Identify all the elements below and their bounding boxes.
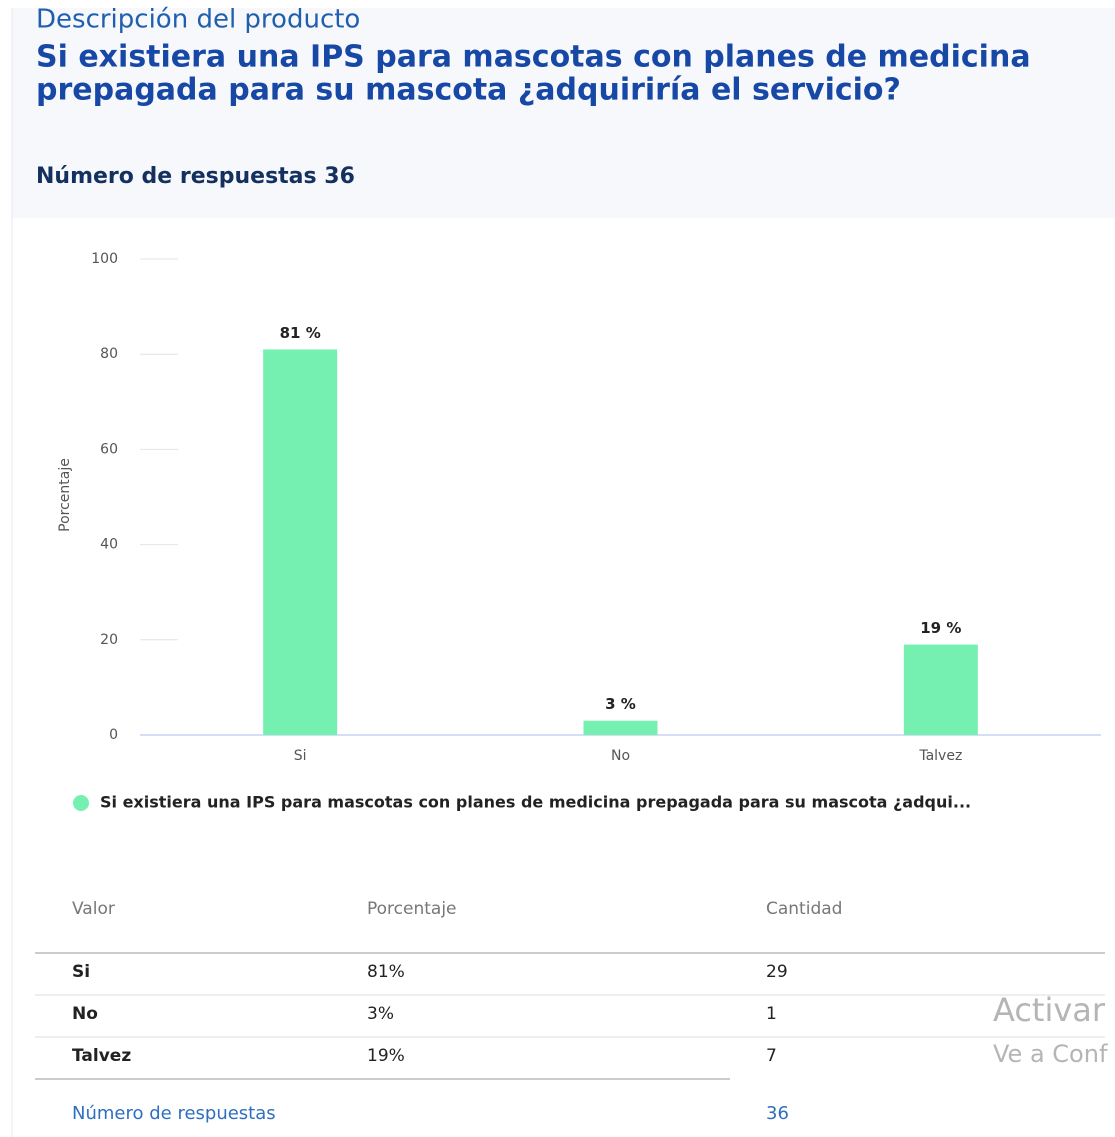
- bar: [903, 644, 978, 735]
- table-cell: 3%: [367, 1004, 394, 1024]
- x-tick-label: Talvez: [918, 748, 962, 764]
- legend-swatch: [73, 795, 89, 811]
- y-tick-label: 60: [100, 441, 118, 457]
- table-header: Cantidad: [766, 899, 842, 919]
- x-tick-label: No: [611, 748, 630, 764]
- y-tick-label: 100: [91, 251, 118, 267]
- table-footer: 36: [766, 1103, 789, 1124]
- section-title: Descripción del producto: [36, 5, 360, 35]
- bar: [263, 349, 338, 735]
- x-tick-label: Si: [294, 748, 307, 764]
- table-cell: 81%: [367, 962, 405, 982]
- y-tick-label: 20: [100, 632, 118, 648]
- table-cell: 29: [766, 962, 788, 982]
- watermark: Ve a Conf: [993, 1040, 1108, 1068]
- legend-label: Si existiera una IPS para mascotas con p…: [100, 793, 971, 812]
- bar: [583, 720, 658, 735]
- header-bg: [12, 8, 1115, 218]
- table-cell: 1: [766, 1004, 777, 1024]
- table-cell: 7: [766, 1046, 777, 1066]
- table-footer: Número de respuestas: [72, 1103, 276, 1124]
- value-label: 3 %: [605, 695, 636, 713]
- value-label: 19 %: [920, 619, 961, 637]
- value-label: 81 %: [280, 324, 321, 342]
- table-header: Valor: [72, 899, 115, 919]
- y-tick-label: 40: [100, 537, 118, 553]
- table-header: Porcentaje: [367, 899, 457, 919]
- responses: Número de respuestas 36: [36, 164, 355, 189]
- table-cell: Talvez: [72, 1046, 131, 1066]
- y-tick-label: 80: [100, 346, 118, 362]
- responses-label: Número de respuestas: [36, 164, 317, 189]
- y-axis-label: Porcentaje: [57, 458, 73, 532]
- y-tick-label: 0: [109, 727, 118, 743]
- table-cell: 19%: [367, 1046, 405, 1066]
- watermark: Activar: [993, 991, 1106, 1029]
- table-cell: Si: [72, 962, 90, 982]
- question: prepagada para su mascota ¿adquiriría el…: [36, 73, 901, 108]
- table-cell: No: [72, 1004, 98, 1024]
- question: Si existiera una IPS para mascotas con p…: [36, 40, 1031, 75]
- responses-count: 36: [324, 164, 355, 189]
